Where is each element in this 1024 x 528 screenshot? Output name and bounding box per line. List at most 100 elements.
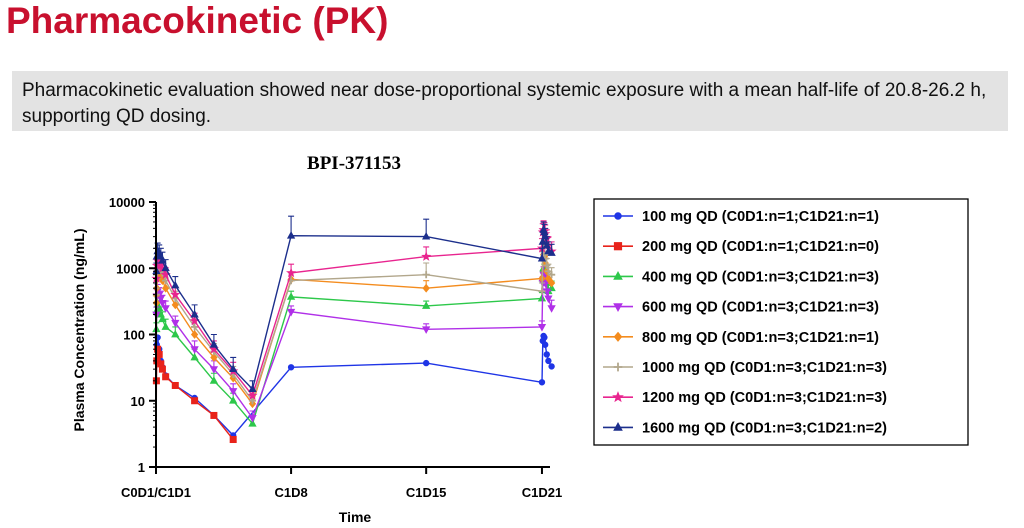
legend-marker	[613, 331, 623, 342]
data-point	[210, 411, 218, 419]
data-point	[544, 295, 553, 304]
y-tick-label: 1	[138, 460, 145, 475]
data-point	[229, 388, 238, 396]
series-line	[155, 348, 234, 468]
legend-label: 400 mg QD (C0D1:n=3;C1D21:n=3)	[642, 269, 879, 285]
data-point	[161, 322, 170, 330]
legend-item: 600 mg QD (C0D1:n=3;C1D21:n=3)	[603, 300, 879, 316]
summary-box: Pharmacokinetic evaluation showed near d…	[12, 71, 1008, 131]
data-point	[229, 436, 237, 444]
x-tick-label: C1D15	[406, 485, 446, 500]
data-point	[171, 280, 180, 289]
data-point	[161, 305, 170, 313]
data-point	[190, 352, 199, 361]
series-7	[152, 215, 556, 468]
data-point	[422, 326, 431, 334]
data-point	[248, 415, 257, 423]
chart-title: BPI-371153	[307, 153, 401, 174]
data-point	[422, 359, 430, 367]
data-point	[229, 364, 238, 373]
legend-marker	[613, 242, 623, 251]
data-point	[248, 384, 257, 392]
legend-item: 400 mg QD (C0D1:n=3;C1D21:n=3)	[603, 269, 879, 285]
data-point	[286, 308, 296, 317]
legend-item: 1000 mg QD (C0D1:n=3;C1D21:n=3)	[603, 360, 887, 376]
legend-box	[593, 198, 969, 446]
legend-label: 1600 mg QD (C0D1:n=3;C1D21:n=2)	[642, 420, 887, 436]
data-point	[190, 309, 199, 318]
data-point	[247, 390, 258, 400]
series-3	[152, 266, 556, 468]
data-point	[537, 324, 547, 332]
data-point	[162, 373, 170, 381]
data-point	[210, 353, 218, 362]
legend-marker	[613, 271, 623, 280]
legend-marker	[613, 303, 623, 312]
data-point	[248, 419, 257, 427]
data-point	[422, 301, 431, 309]
data-point	[190, 346, 199, 354]
data-point	[537, 253, 547, 262]
legend-item: 100 mg QD (C0D1:n=1;C1D21:n=1)	[603, 209, 879, 225]
data-point	[155, 350, 163, 358]
legend-marker	[613, 422, 623, 431]
data-point	[171, 329, 180, 338]
legend-item: 1200 mg QD (C0D1:n=3;C1D21:n=3)	[603, 390, 887, 406]
data-point	[538, 379, 546, 386]
legend: 100 mg QD (C0D1:n=1;C1D21:n=1) 200 mg QD …	[593, 198, 969, 446]
data-point	[421, 251, 432, 261]
legend-label: 100 mg QD (C0D1:n=1;C1D21:n=1)	[642, 209, 879, 225]
data-point	[538, 237, 547, 245]
data-point	[547, 248, 556, 256]
y-tick-label: 1000	[116, 261, 145, 276]
data-point	[171, 319, 180, 328]
y-tick-label: 100	[123, 328, 145, 343]
data-point	[545, 357, 552, 365]
data-point	[548, 271, 556, 279]
data-point	[161, 263, 170, 272]
data-point	[190, 323, 199, 331]
legend-label: 1000 mg QD (C0D1:n=3;C1D21:n=3)	[642, 360, 887, 376]
data-point	[190, 330, 199, 339]
data-point	[542, 240, 551, 249]
data-point	[541, 280, 550, 288]
legend-marker	[612, 391, 624, 403]
data-point	[541, 334, 548, 341]
data-point	[171, 300, 179, 310]
data-point	[158, 256, 167, 264]
data-point	[158, 314, 167, 323]
data-point	[158, 299, 167, 308]
legend-item: 1600 mg QD (C0D1:n=3;C1D21:n=2)	[603, 420, 887, 436]
data-point	[229, 396, 238, 404]
data-point	[543, 351, 550, 358]
data-point	[422, 271, 430, 279]
legend-label: 800 mg QD (C0D1:n=3;C1D21:n=1)	[642, 330, 879, 346]
data-point	[286, 292, 296, 300]
data-point	[248, 397, 257, 405]
data-point	[209, 376, 219, 384]
data-point	[422, 283, 430, 293]
x-tick-label: C1D21	[522, 485, 562, 500]
data-point	[287, 364, 295, 371]
data-point	[547, 278, 556, 288]
data-point	[209, 366, 219, 374]
x-tick-label: C1D8	[274, 485, 307, 500]
data-point	[171, 381, 179, 389]
legend-marker	[613, 362, 623, 372]
x-tick-label: C0D1/C1D1	[121, 485, 191, 500]
data-point	[286, 231, 296, 239]
data-point	[209, 340, 219, 348]
y-tick-label: 10	[131, 394, 145, 409]
legend-item: 200 mg QD (C0D1:n=1;C1D21:n=0)	[603, 239, 879, 255]
series-4	[152, 250, 556, 468]
data-point	[161, 283, 170, 293]
data-point	[541, 232, 550, 240]
page-title: Pharmacokinetic (PK)	[6, 0, 389, 41]
data-point	[544, 274, 553, 283]
data-point	[156, 295, 165, 304]
data-point	[158, 365, 166, 373]
data-point	[543, 261, 551, 270]
data-point	[547, 305, 556, 313]
y-tick-label: 10000	[109, 195, 145, 210]
